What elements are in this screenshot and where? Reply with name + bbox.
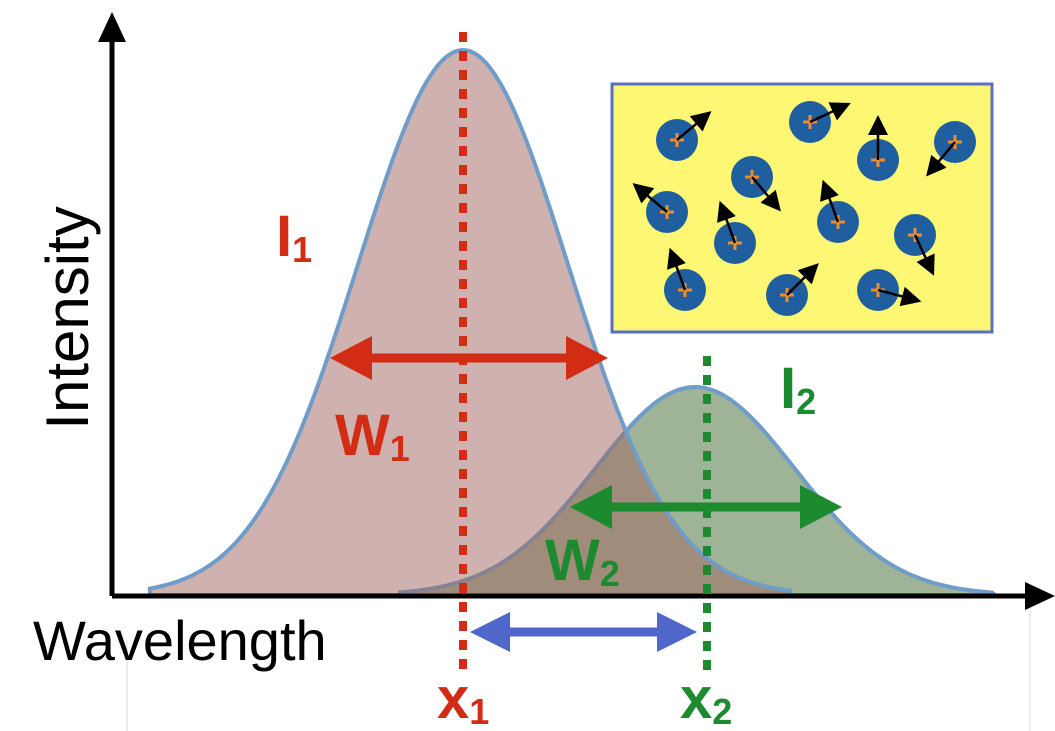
label-sub: 1 bbox=[292, 229, 312, 270]
label-sub: 2 bbox=[600, 553, 620, 594]
diagram: Intensity Wavelength I1 W1 x1 I2 W2 x2 bbox=[0, 0, 1055, 731]
label-main: W bbox=[545, 528, 600, 593]
label-sub: 1 bbox=[469, 691, 489, 731]
peak-1-intensity: I1 bbox=[276, 204, 312, 270]
label-sub: 1 bbox=[390, 428, 410, 469]
x-axis-arrow bbox=[1025, 582, 1055, 610]
label-sub: 2 bbox=[796, 381, 816, 422]
label-main: x bbox=[680, 666, 712, 731]
peak-2-intensity: I2 bbox=[780, 356, 816, 422]
peak-1-position: x1 bbox=[437, 666, 489, 731]
y-axis-arrow bbox=[98, 12, 126, 42]
label-main: W bbox=[335, 403, 390, 468]
label-main: I bbox=[276, 204, 292, 269]
peak-2-position: x2 bbox=[680, 666, 732, 731]
label-main: I bbox=[780, 356, 796, 421]
y-axis-label: Intensity bbox=[34, 206, 101, 429]
x-axis-label: Wavelength bbox=[33, 609, 327, 672]
label-sub: 2 bbox=[712, 691, 732, 731]
label-main: x bbox=[437, 666, 469, 731]
